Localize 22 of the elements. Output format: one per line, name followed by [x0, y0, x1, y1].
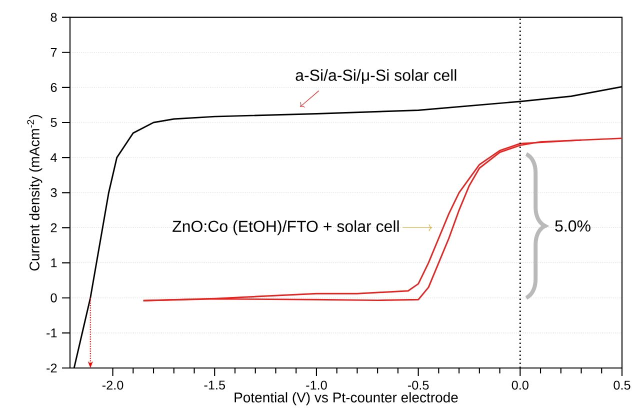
- annotation: 5.0%: [555, 220, 590, 232]
- y-tick-label: 6: [50, 82, 57, 92]
- y-tick-label: 4: [50, 153, 57, 162]
- y-tick-label: 5: [50, 118, 57, 127]
- x-tick-label: -1.0: [306, 380, 327, 390]
- y-tick-label: 1: [51, 258, 57, 268]
- x-axis-title: Potential (V) vs Pt-counter electrode: [234, 392, 458, 406]
- y-tick-label: 8: [50, 12, 57, 22]
- y-tick-label: 0: [50, 293, 57, 302]
- y-tick-label: -2: [46, 364, 57, 372]
- x-tick-label: -0.5: [408, 380, 429, 390]
- y-tick-label: -1: [46, 328, 57, 338]
- y-tick-label: 3: [50, 188, 57, 198]
- x-tick-label: -1.5: [204, 380, 226, 390]
- y-axis-title: Current density (mAcm$^{-2}$): [27, 114, 42, 271]
- y-tick-label: 2: [50, 223, 57, 232]
- y-tick-label: 7: [50, 48, 57, 57]
- annotation: ZnO:Co (EtOH)/FTO + solar cell: [172, 220, 399, 236]
- x-tick-label: 0.0: [512, 380, 528, 390]
- x-tick-label: 0.5: [614, 380, 630, 390]
- x-tick-label: -2.0: [102, 380, 124, 390]
- annotation: a-Si/a-Si/μ-Si solar cell: [296, 69, 456, 84]
